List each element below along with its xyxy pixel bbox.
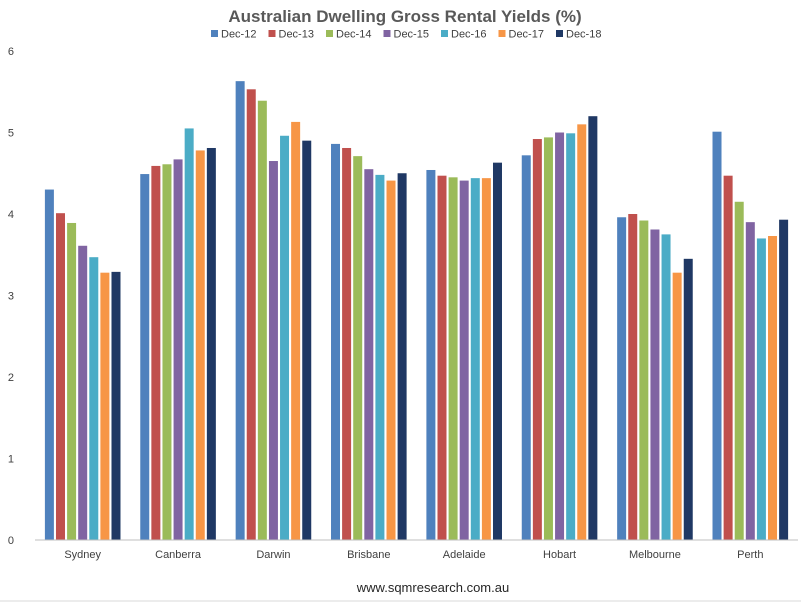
x-tick-label: Brisbane <box>347 549 390 561</box>
bar <box>437 175 447 540</box>
y-tick-label: 5 <box>8 128 14 140</box>
source-label: www.sqmresearch.com.au <box>356 580 509 595</box>
bar <box>331 143 341 540</box>
chart-title: Australian Dwelling Gross Rental Yields … <box>228 7 581 26</box>
y-axis: 0 1 2 3 4 5 6 <box>8 46 14 547</box>
y-tick-label: 2 <box>8 372 14 384</box>
bar <box>459 180 469 540</box>
bar <box>67 222 77 540</box>
bar <box>375 174 385 540</box>
bar <box>89 257 99 540</box>
bar <box>617 217 627 540</box>
bar <box>151 165 161 541</box>
x-axis: Sydney Canberra Darwin Brisbane Adelaide Hoba… <box>64 549 763 561</box>
bar <box>342 147 352 541</box>
bar <box>364 169 374 540</box>
bar <box>291 121 301 540</box>
bar <box>140 174 150 540</box>
bar <box>280 135 290 540</box>
bar <box>628 214 638 540</box>
bar <box>302 140 312 540</box>
bar <box>683 258 693 540</box>
bar <box>386 180 396 540</box>
bar <box>257 100 267 540</box>
bar <box>566 133 576 540</box>
bar <box>44 189 54 541</box>
y-tick-label: 0 <box>8 535 14 547</box>
x-tick-label: Hobart <box>543 549 576 561</box>
bar <box>555 132 565 540</box>
y-tick-label: 4 <box>8 209 14 221</box>
bar <box>639 220 649 540</box>
legend-swatch <box>326 30 333 37</box>
x-tick-label: Sydney <box>64 549 101 561</box>
bar <box>55 213 65 540</box>
legend-swatch <box>556 30 563 37</box>
legend-swatch <box>268 30 276 37</box>
legend-label: Dec-13 <box>279 29 314 41</box>
bar <box>532 139 542 540</box>
bar <box>235 81 245 541</box>
legend-label: Dec-17 <box>509 29 544 41</box>
bar <box>246 89 256 541</box>
legend: Dec-12 Dec-13 Dec-14 Dec-15 Dec-16 Dec-17 Dec-… <box>211 29 601 41</box>
bar <box>734 201 744 540</box>
bar <box>268 161 278 540</box>
bars <box>44 81 789 541</box>
bar <box>111 271 121 540</box>
legend-label: Dec-15 <box>394 29 429 41</box>
legend-label: Dec-16 <box>451 29 486 41</box>
bar <box>492 162 502 540</box>
y-tick-label: 1 <box>8 454 14 466</box>
bar <box>577 124 587 540</box>
bar <box>78 245 88 540</box>
legend-swatch <box>211 30 218 37</box>
bar <box>723 175 733 540</box>
bar <box>588 116 598 540</box>
legend-label: Dec-18 <box>566 29 601 41</box>
bar <box>100 272 110 540</box>
bar <box>650 229 660 541</box>
legend-swatch <box>383 30 391 37</box>
x-tick-label: Darwin <box>256 549 290 561</box>
legend-swatch <box>441 30 448 37</box>
bar <box>184 128 194 540</box>
bar <box>426 169 436 541</box>
bar <box>661 234 671 541</box>
legend-label: Dec-12 <box>221 29 256 41</box>
y-tick-label: 3 <box>8 291 14 303</box>
bar <box>768 236 778 540</box>
bar <box>397 173 407 540</box>
legend-swatch <box>498 30 506 37</box>
bar <box>448 177 458 540</box>
bar <box>470 178 480 540</box>
bar <box>353 156 363 540</box>
bar <box>543 137 553 540</box>
x-tick-label: Canberra <box>155 549 202 561</box>
bar <box>195 150 205 540</box>
bar <box>779 219 789 540</box>
bar <box>745 222 755 540</box>
bar <box>521 155 531 540</box>
bar <box>672 272 682 540</box>
bar <box>712 131 722 540</box>
x-tick-label: Adelaide <box>443 549 486 561</box>
legend-label: Dec-14 <box>336 29 371 41</box>
bar <box>206 147 216 541</box>
bar <box>756 238 766 540</box>
bar <box>173 159 183 540</box>
x-tick-label: Perth <box>737 549 763 561</box>
x-tick-label: Melbourne <box>629 549 681 561</box>
bar <box>162 164 172 540</box>
y-tick-label: 6 <box>8 46 14 58</box>
bar <box>481 178 491 540</box>
